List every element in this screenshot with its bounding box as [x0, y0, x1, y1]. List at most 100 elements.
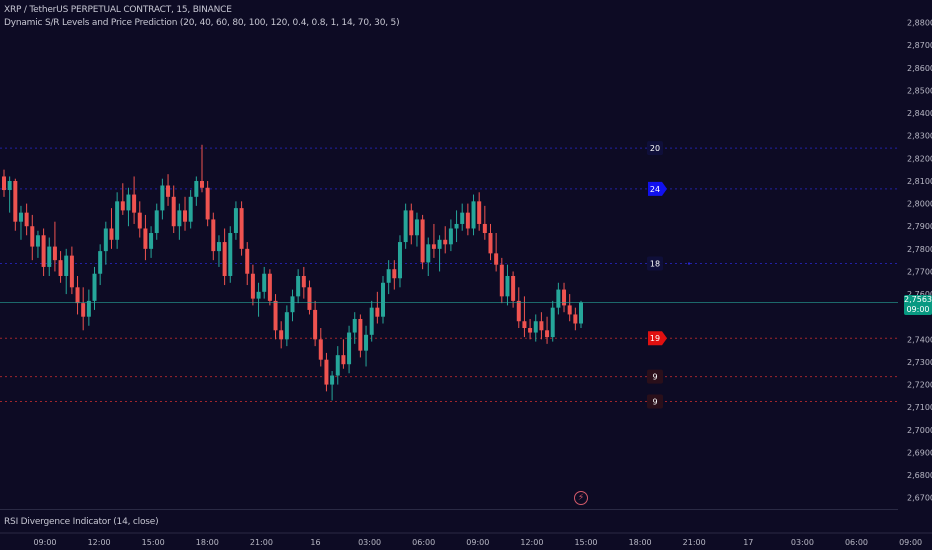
- candle-body[interactable]: [284, 312, 289, 340]
- sr-level-marker[interactable]: [647, 369, 663, 384]
- candle-body[interactable]: [369, 307, 374, 335]
- candle-body[interactable]: [420, 219, 425, 263]
- candle-body[interactable]: [443, 239, 448, 245]
- candle-body[interactable]: [194, 180, 199, 197]
- candle-body[interactable]: [188, 196, 193, 222]
- candle-body[interactable]: [460, 212, 465, 224]
- candle-body[interactable]: [290, 296, 295, 313]
- current-price-badge[interactable]: 2,7563 09:00: [904, 295, 932, 316]
- candle-body[interactable]: [392, 269, 397, 279]
- candle-body[interactable]: [228, 233, 233, 276]
- candle-body[interactable]: [154, 210, 159, 234]
- candle-body[interactable]: [397, 242, 402, 279]
- candle-body[interactable]: [499, 264, 504, 297]
- candle-body[interactable]: [516, 300, 521, 322]
- candle-body[interactable]: [18, 212, 23, 222]
- candle-body[interactable]: [522, 321, 527, 329]
- candle-body[interactable]: [437, 239, 442, 249]
- candle-body[interactable]: [465, 212, 470, 229]
- candle-body[interactable]: [511, 275, 516, 301]
- candle-body[interactable]: [426, 244, 431, 263]
- candle-body[interactable]: [341, 355, 346, 365]
- candle-body[interactable]: [477, 201, 482, 224]
- candle-body[interactable]: [403, 210, 408, 243]
- candle-body[interactable]: [137, 212, 142, 229]
- candle-body[interactable]: [313, 309, 318, 340]
- candle-body[interactable]: [245, 248, 250, 274]
- candle-body[interactable]: [86, 300, 91, 317]
- candle-body[interactable]: [13, 180, 18, 222]
- candle-body[interactable]: [64, 255, 69, 276]
- candle-body[interactable]: [41, 235, 46, 267]
- candle-body[interactable]: [98, 251, 103, 274]
- candle-body[interactable]: [115, 201, 120, 240]
- candle-body[interactable]: [239, 208, 244, 249]
- candle-body[interactable]: [562, 289, 567, 306]
- sr-level-marker[interactable]: [647, 394, 663, 409]
- candle-body[interactable]: [505, 275, 510, 297]
- candle-body[interactable]: [52, 246, 57, 261]
- candle-body[interactable]: [358, 318, 363, 351]
- candle-body[interactable]: [160, 185, 165, 211]
- sr-level-marker[interactable]: [647, 141, 663, 156]
- candle-body[interactable]: [233, 208, 238, 234]
- candle-body[interactable]: [256, 291, 261, 299]
- candle-body[interactable]: [216, 242, 221, 252]
- candle-body[interactable]: [149, 233, 154, 249]
- candle-body[interactable]: [318, 339, 323, 360]
- candle-body[interactable]: [539, 321, 544, 331]
- candle-body[interactable]: [335, 355, 340, 376]
- candle-body[interactable]: [171, 196, 176, 227]
- sr-level-marker[interactable]: [647, 256, 663, 271]
- candle-body[interactable]: [81, 303, 86, 317]
- candle-body[interactable]: [386, 269, 391, 283]
- candle-body[interactable]: [431, 244, 436, 249]
- candle-body[interactable]: [556, 289, 561, 308]
- candle-body[interactable]: [103, 228, 108, 252]
- candle-body[interactable]: [199, 180, 204, 188]
- candle-body[interactable]: [448, 228, 453, 245]
- candle-body[interactable]: [301, 275, 306, 288]
- candle-body[interactable]: [533, 321, 538, 333]
- candle-body[interactable]: [177, 210, 182, 227]
- candle-body[interactable]: [375, 307, 380, 317]
- candle-body[interactable]: [24, 212, 29, 227]
- candle-body[interactable]: [58, 260, 63, 276]
- candle-body[interactable]: [347, 332, 352, 365]
- candle-body[interactable]: [307, 287, 312, 310]
- candle-body[interactable]: [550, 307, 555, 338]
- candle-body[interactable]: [545, 330, 550, 338]
- symbol-title[interactable]: XRP / TetherUS PERPETUAL CONTRACT, 15, B…: [4, 5, 232, 15]
- candle-body[interactable]: [488, 233, 493, 254]
- candle-body[interactable]: [352, 318, 357, 333]
- candle-body[interactable]: [494, 253, 499, 265]
- candle-body[interactable]: [573, 314, 578, 324]
- candle-body[interactable]: [205, 187, 210, 220]
- candle-body[interactable]: [324, 359, 329, 385]
- candle-body[interactable]: [30, 226, 35, 247]
- candle-body[interactable]: [330, 375, 335, 385]
- sr-level-marker[interactable]: [648, 181, 667, 196]
- candle-body[interactable]: [47, 246, 52, 267]
- candle-body[interactable]: [222, 242, 227, 276]
- candle-body[interactable]: [567, 305, 572, 315]
- candle-body[interactable]: [454, 223, 459, 229]
- candle-body[interactable]: [7, 180, 12, 191]
- price-axis-panel[interactable]: [898, 0, 932, 550]
- rsi-indicator-label[interactable]: RSI Divergence Indicator (14, close): [4, 517, 159, 527]
- candle-body[interactable]: [409, 210, 414, 236]
- candle-body[interactable]: [166, 185, 171, 197]
- candle-body[interactable]: [120, 201, 125, 211]
- candle-body[interactable]: [528, 328, 533, 333]
- candle-body[interactable]: [579, 302, 583, 324]
- candle-body[interactable]: [69, 255, 74, 288]
- candle-body[interactable]: [262, 273, 267, 292]
- candle-body[interactable]: [482, 223, 487, 234]
- sr-level-marker[interactable]: [648, 331, 667, 346]
- lightning-alert-icon[interactable]: ⚡: [574, 491, 588, 505]
- candle-body[interactable]: [279, 330, 284, 340]
- candle-body[interactable]: [267, 273, 272, 301]
- candle-body[interactable]: [250, 273, 255, 299]
- candle-body[interactable]: [471, 201, 476, 229]
